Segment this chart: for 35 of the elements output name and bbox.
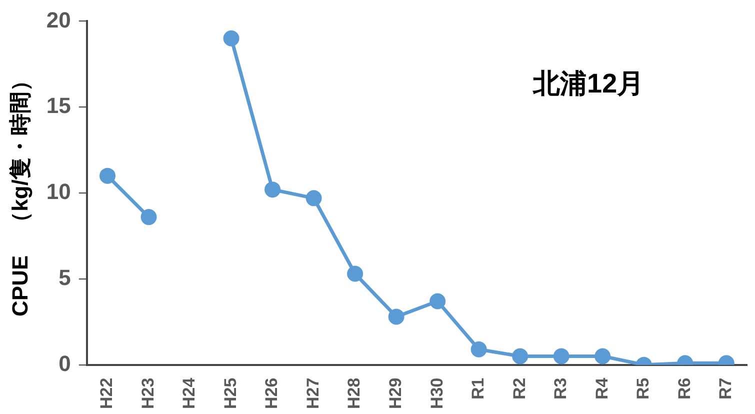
point [140,209,157,226]
x-tick-label: R1 [468,378,488,400]
x-tick-label: R3 [551,378,570,400]
x-tick-label: R7 [716,378,736,400]
x-tick-label: H29 [386,378,405,409]
y-tick-label: 20 [46,7,71,32]
point [306,190,322,206]
x-tick-label: H22 [97,378,116,409]
x-tick-label: H30 [427,378,446,409]
x-tick-label: R6 [674,378,694,400]
point [594,348,611,364]
x-tick-label: H24 [180,377,199,409]
point [347,266,364,282]
x-tick-label: H25 [220,378,240,409]
point [512,348,528,364]
point [430,293,446,310]
point [553,348,570,364]
x-tick-label: R2 [510,378,529,400]
y-tick-label: 10 [46,179,71,204]
x-tick-label: H27 [303,378,322,409]
point [470,341,487,358]
y-axis-title: CPUE （kg/隻・時間） [7,70,32,316]
x-tick-label: R5 [634,378,653,400]
point [100,168,116,184]
y-tick-label: 15 [46,93,71,118]
x-tick-label: H23 [138,378,158,409]
point [388,308,404,325]
y-tick-label: 0 [58,350,71,376]
x-tick-label: H28 [344,378,364,409]
point [264,182,281,198]
x-tick-label: R4 [592,377,612,400]
y-tick-label: 5 [58,264,71,290]
x-tick-label: H26 [262,378,282,409]
point [223,30,240,46]
annotation: 北浦12月 [532,68,644,98]
